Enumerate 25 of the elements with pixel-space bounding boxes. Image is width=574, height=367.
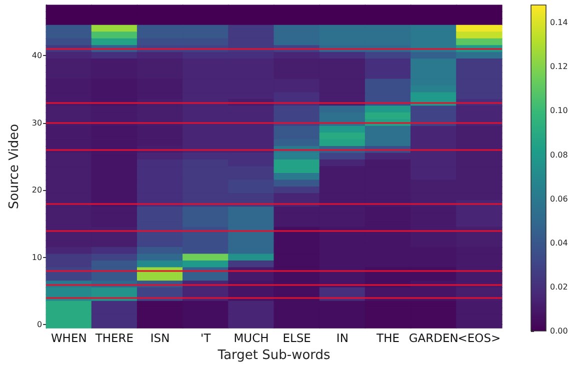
x-tick-label: ISN (150, 331, 170, 346)
x-tick-label: 'T (200, 331, 212, 346)
y-tick-label: 20 (32, 186, 42, 195)
color-bar-label: 0.08 (550, 150, 568, 160)
y-tick-label: 40 (32, 50, 42, 60)
y-tick-label: 0 (36, 320, 42, 330)
y-tick-label: 30 (32, 118, 42, 128)
x-tick-label: <EOS> (458, 331, 501, 346)
x-tick-label: WHEN (50, 331, 87, 346)
y-axis-title: Source Video (7, 124, 22, 210)
x-axis-title: Target Sub-words (216, 348, 331, 363)
y-tick-label: 10 (32, 252, 42, 262)
color-bar-label: 0.02 (550, 282, 568, 292)
color-bar-label: 0.10 (550, 106, 568, 116)
x-tick-label: IN (336, 331, 348, 346)
color-bar-label: 0.06 (550, 194, 568, 204)
color-bar-label: 0.04 (550, 238, 568, 248)
color-bar-label: 0.00 (550, 326, 568, 336)
color-bar-label: 0.14 (550, 18, 568, 28)
x-tick-label: GARDEN (408, 331, 458, 346)
x-tick-label: THERE (94, 331, 134, 346)
x-tick-label: THE (376, 331, 400, 346)
x-tick-label: MUCH (234, 331, 269, 346)
x-tick-label: ELSE (282, 331, 311, 346)
color-bar-label: 0.12 (550, 62, 568, 72)
